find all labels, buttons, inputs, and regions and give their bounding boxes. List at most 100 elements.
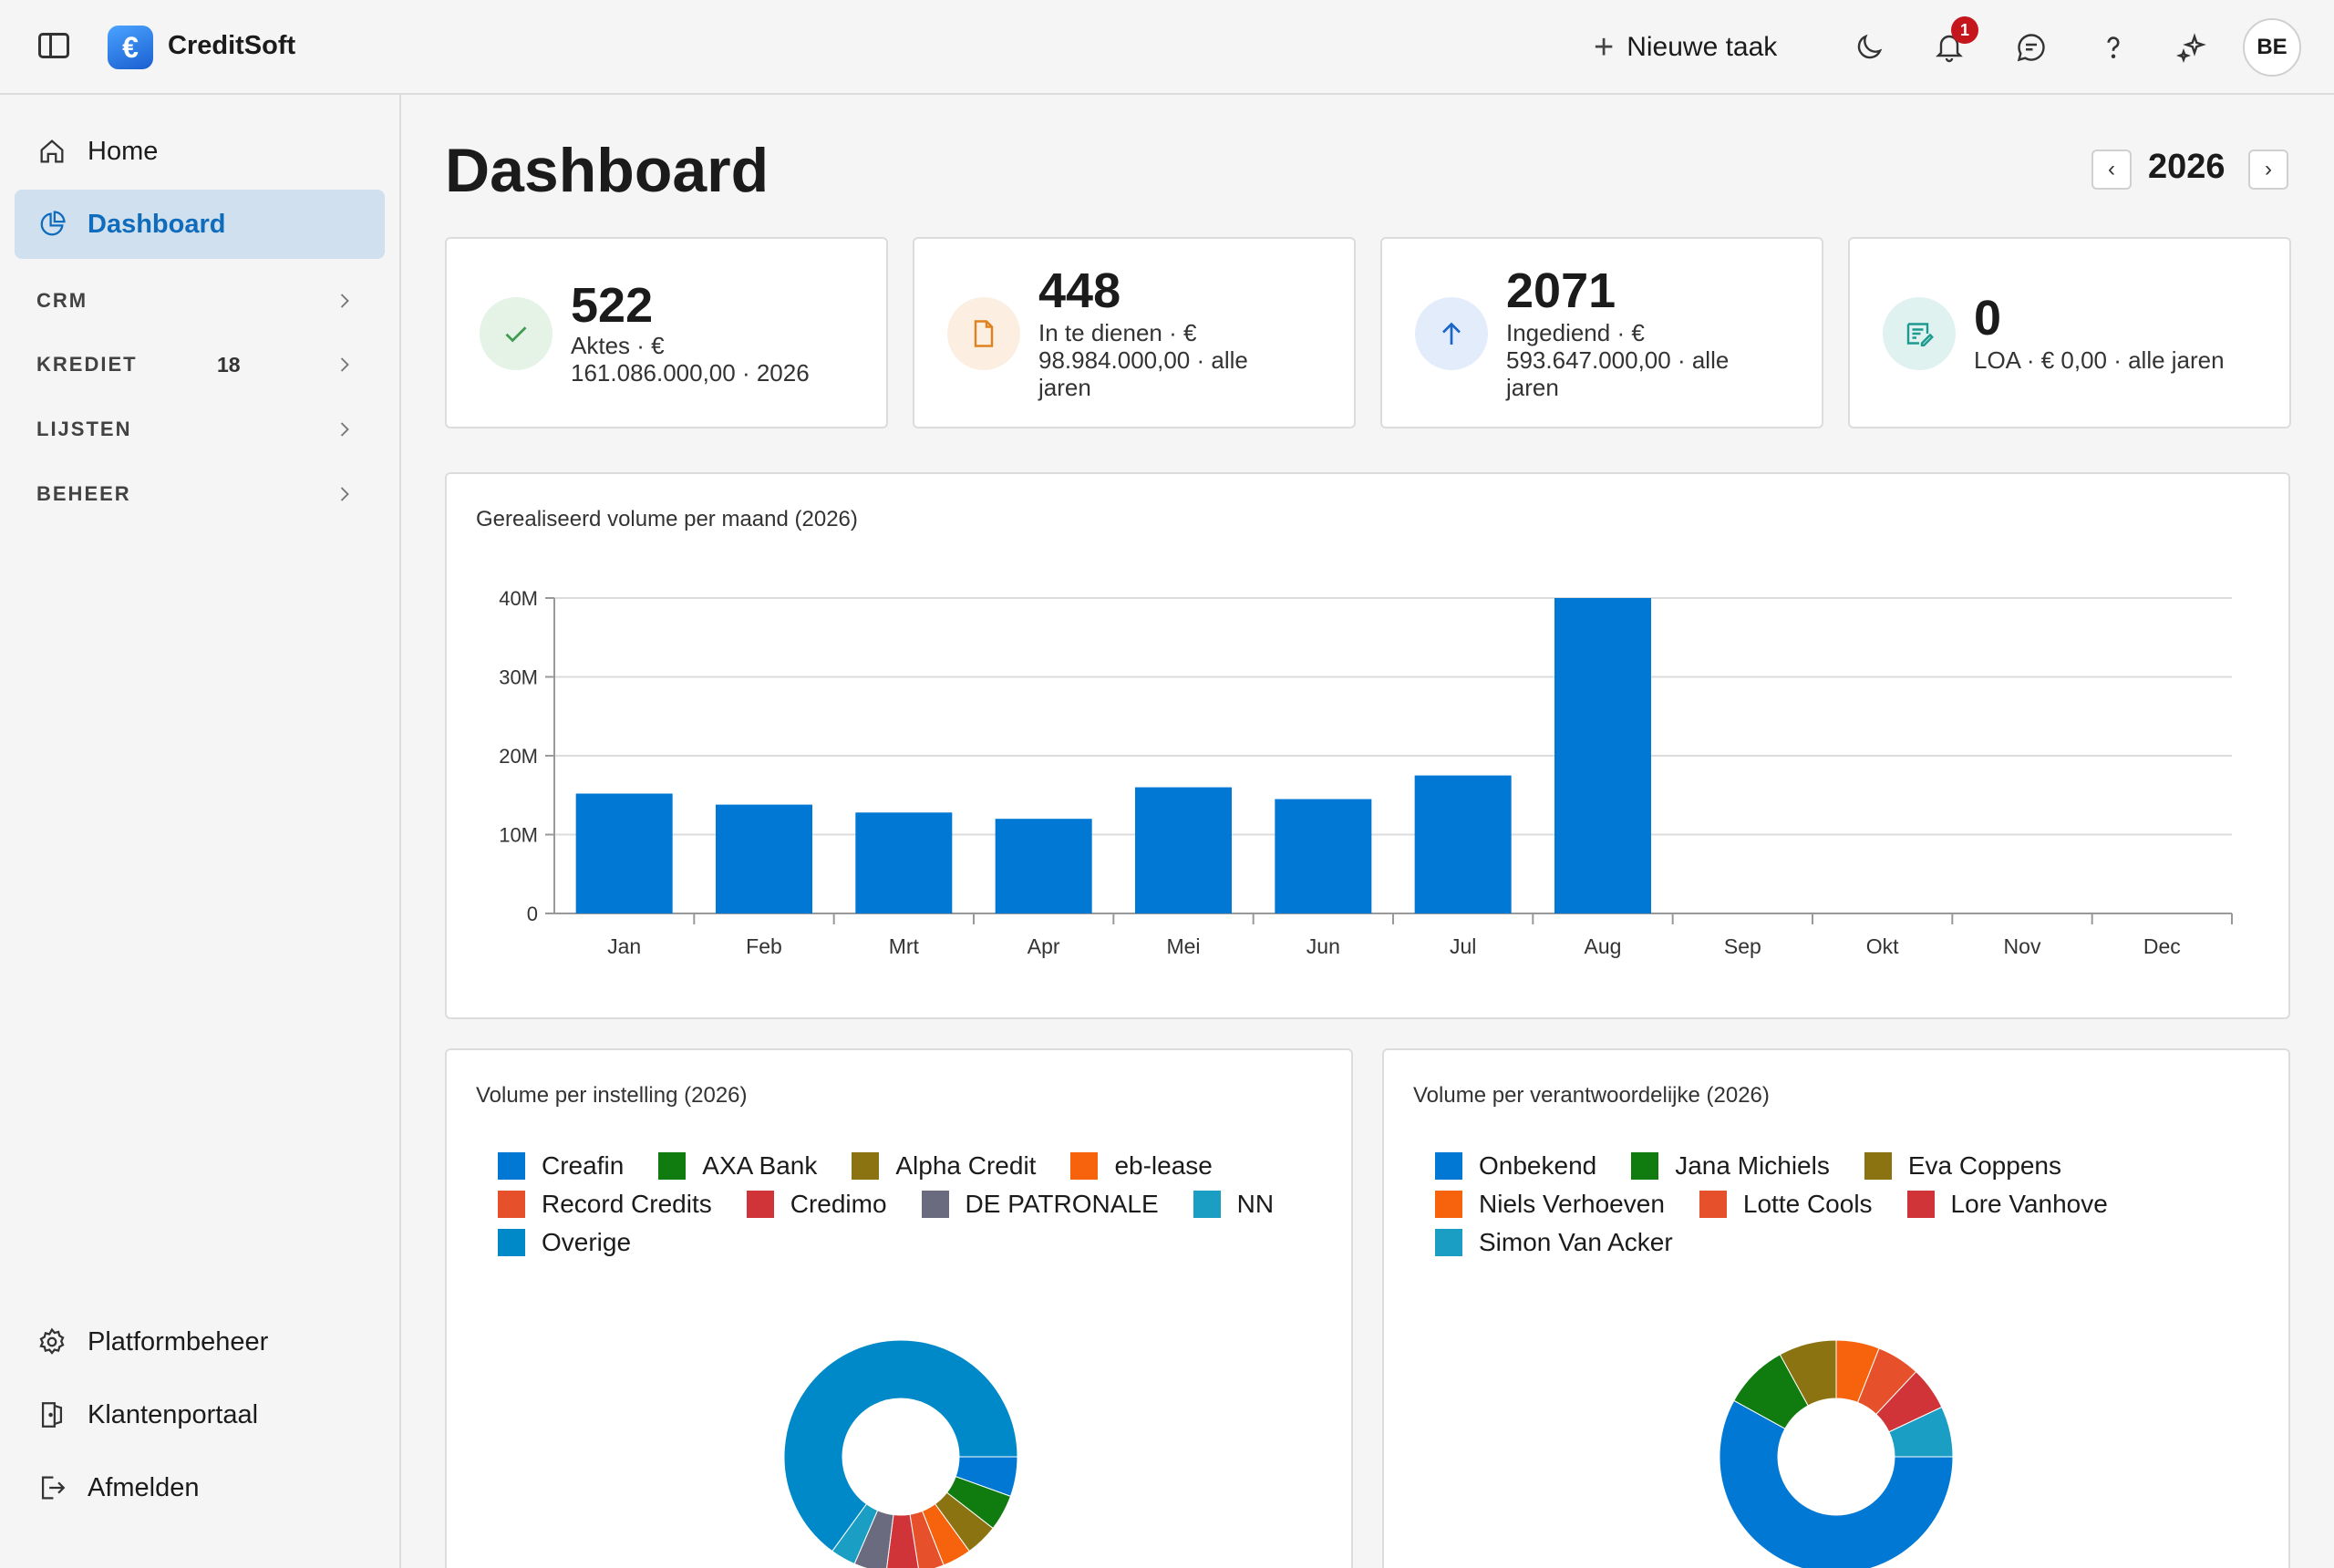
sidebar-item-label: Afmelden [88,1472,200,1502]
x-tick-label: Nov [2004,934,2041,958]
x-tick-label: Jul [1450,934,1476,958]
legend-item[interactable]: Record Credits [498,1189,712,1220]
page-title: Dashboard [445,136,769,205]
volume-per-instelling-donut [783,1339,1018,1568]
slice-axa-bank[interactable] [945,1476,1012,1530]
legend-item[interactable]: Simon Van Acker [1435,1227,1673,1258]
legend-item[interactable]: Niels Verhoeven [1435,1189,1665,1220]
slice-credimo[interactable] [886,1513,919,1568]
slice-lotte-cools[interactable] [1856,1347,1917,1416]
help-icon[interactable] [2095,29,2132,66]
slice-onbekend[interactable] [1719,1399,1954,1568]
slice-eb-lease[interactable] [921,1503,970,1566]
legend-item[interactable]: Lotte Cools [1699,1189,1873,1220]
y-tick-label: 30M [499,666,538,689]
next-year-button[interactable]: › [2248,150,2288,190]
chevron-right-icon [340,422,349,437]
sidebar-section-lijsten[interactable]: LIJSTEN [36,411,357,448]
legend-item[interactable]: Creafin [498,1150,624,1181]
slice-record-credits[interactable] [909,1510,945,1568]
kpi-value: 2071 [1506,263,1616,318]
bar-aug[interactable] [1554,598,1651,913]
sidebar-item-dashboard[interactable]: Dashboard [15,190,385,259]
legend-item[interactable]: Jana Michiels [1631,1150,1830,1181]
legend-item[interactable]: Onbekend [1435,1150,1596,1181]
legend-item[interactable]: DE PATRONALE [921,1189,1159,1220]
legend-item[interactable]: NN [1193,1189,1274,1220]
legend-item[interactable]: Credimo [746,1189,887,1220]
kpi-card-loa[interactable]: 0 LOA · € 0,00 · alle jaren [1848,237,2291,428]
x-tick-label: Jun [1306,934,1340,958]
slice-de-patronale[interactable] [853,1510,894,1568]
note-edit-icon [1883,297,1956,370]
legend-swatch [658,1152,687,1180]
slice-niels-verhoeven[interactable] [1835,1339,1880,1404]
kpi-value: 0 [1974,291,2002,346]
legend-item[interactable]: Lore Vanhove [1906,1189,2108,1220]
chart-title: Volume per instelling (2026) [476,1083,748,1108]
sidebar-item-home[interactable]: Home [15,117,385,186]
y-tick-label: 10M [499,824,538,847]
slice-nn[interactable] [831,1503,879,1565]
bar-jun[interactable] [1275,799,1372,913]
slice-simon-van-acker[interactable] [1888,1406,1954,1458]
sidebar-item-label: Dashboard [88,209,226,239]
bar-mrt[interactable] [855,812,953,913]
slice-jana-michiels[interactable] [1733,1354,1809,1429]
home-icon [36,136,67,167]
sign-out-icon [36,1472,67,1503]
slice-alpha-credit[interactable] [934,1491,994,1553]
legend-item[interactable]: Overige [498,1227,631,1258]
section-label: LIJSTEN [36,418,132,440]
sidebar-section-crm[interactable]: CRM [36,283,357,319]
sidebar: Home Dashboard CRM KREDIET 18 LIJSTEN BE… [0,95,401,1568]
new-task-button[interactable]: + Nieuwe taak [1594,27,1777,67]
sidebar-toggle-icon[interactable] [38,33,69,58]
sidebar-section-beheer[interactable]: BEHEER [36,476,357,512]
document-icon [947,297,1020,370]
kpi-value: 448 [1038,263,1121,318]
sidebar-item-klantenportaal[interactable]: Klantenportaal [15,1380,385,1449]
legend-label: Lotte Cools [1742,1190,1873,1218]
app-title: CreditSoft [168,31,296,60]
sidebar-section-krediet[interactable]: KREDIET 18 [36,346,357,383]
sidebar-item-afmelden[interactable]: Afmelden [15,1453,385,1522]
slice-creafin[interactable] [955,1456,1018,1497]
slice-lore-vanhove[interactable] [1875,1370,1943,1433]
legend-item[interactable]: Alpha Credit [852,1150,1036,1181]
bar-jul[interactable] [1414,775,1512,913]
legend-item[interactable]: eb-lease [1070,1150,1213,1181]
chevron-right-icon [340,294,349,308]
bar-jan[interactable] [575,793,673,913]
x-tick-label: Dec [2143,934,2181,958]
bar-apr[interactable] [995,819,1092,913]
bar-mei[interactable] [1135,787,1232,913]
chat-icon[interactable] [2013,29,2050,66]
user-avatar[interactable]: BE [2243,18,2301,77]
kpi-subtitle-line: 593.647.000,00 · alle [1506,346,1730,374]
dark-mode-icon[interactable] [1851,29,1887,66]
sidebar-item-label: Platformbeheer [88,1326,269,1357]
kpi-card-in-te-dienen[interactable]: 448 In te dienen · € 98.984.000,00 · all… [913,237,1356,428]
slice-overige[interactable] [783,1339,1018,1553]
legend-label: Simon Van Acker [1479,1228,1673,1256]
legend-label: AXA Bank [702,1151,818,1180]
legend-swatch [1864,1152,1892,1180]
slice-eva-coppens[interactable] [1779,1339,1837,1407]
kpi-card-aktes[interactable]: 522 Aktes · € 161.086.000,00 · 2026 [445,237,888,428]
legend-swatch [498,1229,525,1256]
sparkle-icon[interactable] [2174,29,2210,66]
sidebar-item-label: Home [88,136,159,166]
kpi-subtitle: Aktes · € 161.086.000,00 · 2026 [571,332,872,387]
kpi-card-ingediend[interactable]: 2071 Ingediend · € 593.647.000,00 · alle… [1380,237,1823,428]
new-task-label: Nieuwe taak [1627,32,1778,62]
sidebar-item-platformbeheer[interactable]: Platformbeheer [15,1307,385,1377]
legend-item[interactable]: Eva Coppens [1864,1150,2061,1181]
kpi-subtitle: Ingediend · € 593.647.000,00 · alle jare… [1506,319,1807,401]
legend-swatch [498,1191,525,1218]
legend-item[interactable]: AXA Bank [658,1150,817,1181]
bar-feb[interactable] [716,804,812,913]
chart-title: Volume per verantwoordelijke (2026) [1413,1083,1770,1108]
previous-year-button[interactable]: ‹ [2091,150,2132,190]
door-icon [36,1399,67,1430]
